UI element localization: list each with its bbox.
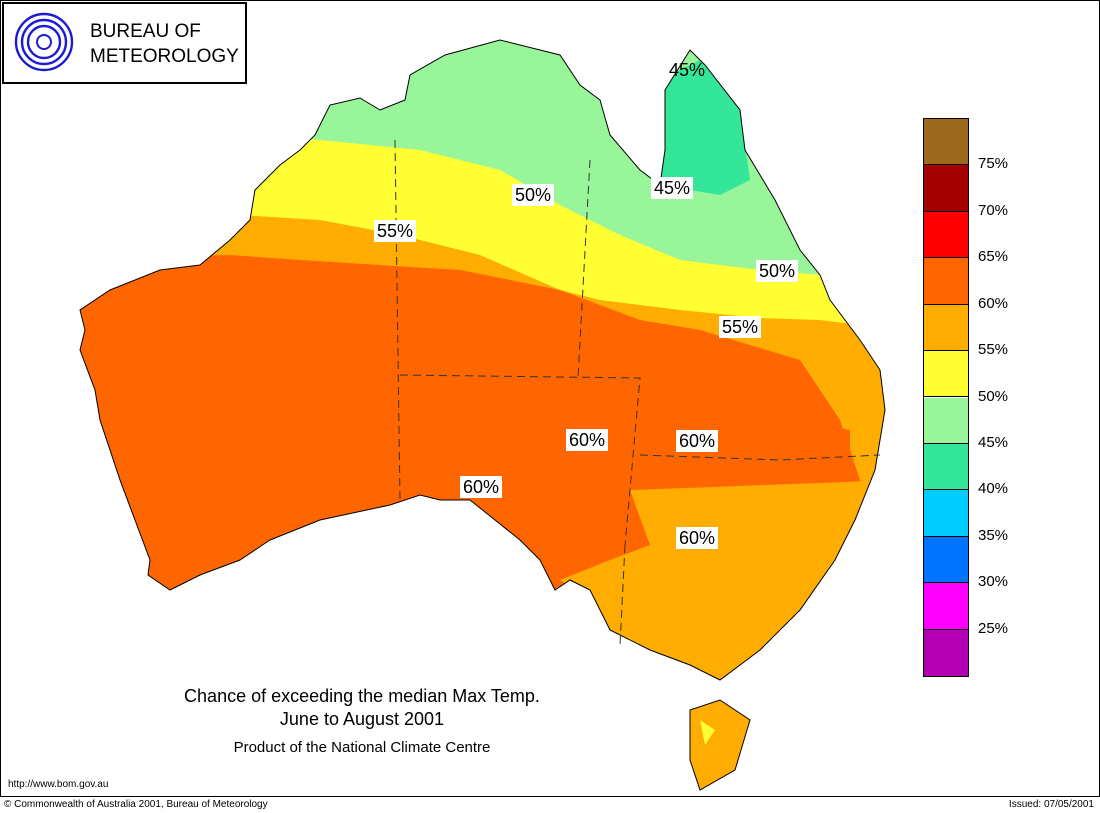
bom-swirl-logo bbox=[14, 12, 74, 72]
copyright-note: © Commonwealth of Australia 2001, Bureau… bbox=[4, 799, 268, 810]
contour-label: 55% bbox=[719, 316, 762, 338]
color-legend bbox=[923, 118, 969, 677]
legend-swatch bbox=[924, 536, 968, 584]
legend-swatch bbox=[924, 304, 968, 352]
legend-swatch bbox=[924, 443, 968, 491]
legend-label: 50% bbox=[978, 387, 1009, 405]
contour-label: 55% bbox=[374, 220, 417, 242]
legend-swatch bbox=[924, 119, 968, 166]
legend-label: 40% bbox=[978, 480, 1009, 498]
contour-label: 45% bbox=[651, 177, 694, 199]
bom-url[interactable]: http://www.bom.gov.au bbox=[8, 779, 109, 790]
agency-line-1: BUREAU OF bbox=[90, 21, 201, 42]
logo-box: BUREAU OF METEOROLOGY bbox=[2, 2, 247, 84]
legend-label: 45% bbox=[978, 433, 1009, 451]
legend-swatch bbox=[924, 211, 968, 259]
contour-label: 50% bbox=[512, 184, 555, 206]
contour-label: 60% bbox=[676, 430, 719, 452]
contour-label: 45% bbox=[669, 60, 706, 80]
legend-swatch bbox=[924, 351, 968, 398]
legend-swatch bbox=[924, 397, 968, 444]
contour-label: 60% bbox=[566, 429, 609, 451]
agency-line-2: METEOROLOGY bbox=[90, 46, 239, 67]
legend-label: 70% bbox=[978, 201, 1009, 219]
legend-swatch bbox=[924, 629, 968, 676]
contour-label: 50% bbox=[756, 260, 799, 282]
legend-label: 35% bbox=[978, 526, 1009, 544]
contour-label: 60% bbox=[676, 527, 719, 549]
legend-swatch bbox=[924, 258, 968, 305]
legend-swatch bbox=[924, 490, 968, 537]
legend-label: 30% bbox=[978, 573, 1009, 591]
contour-label: 60% bbox=[460, 476, 503, 498]
map-subtitle: June to August 2001 bbox=[279, 709, 445, 729]
legend-label: 60% bbox=[978, 294, 1009, 312]
legend-label: 55% bbox=[978, 341, 1009, 359]
legend-label: 75% bbox=[978, 155, 1009, 173]
issued-date: Issued: 07/05/2001 bbox=[1008, 799, 1094, 810]
product-note: Product of the National Climate Centre bbox=[233, 739, 491, 756]
legend-swatch bbox=[924, 165, 968, 212]
legend-swatch bbox=[924, 583, 968, 630]
legend-label: 25% bbox=[978, 619, 1009, 637]
agency-name: BUREAU OF METEOROLOGY bbox=[90, 19, 239, 69]
legend-label: 65% bbox=[978, 248, 1009, 266]
map-title: Chance of exceeding the median Max Temp. bbox=[184, 686, 540, 706]
